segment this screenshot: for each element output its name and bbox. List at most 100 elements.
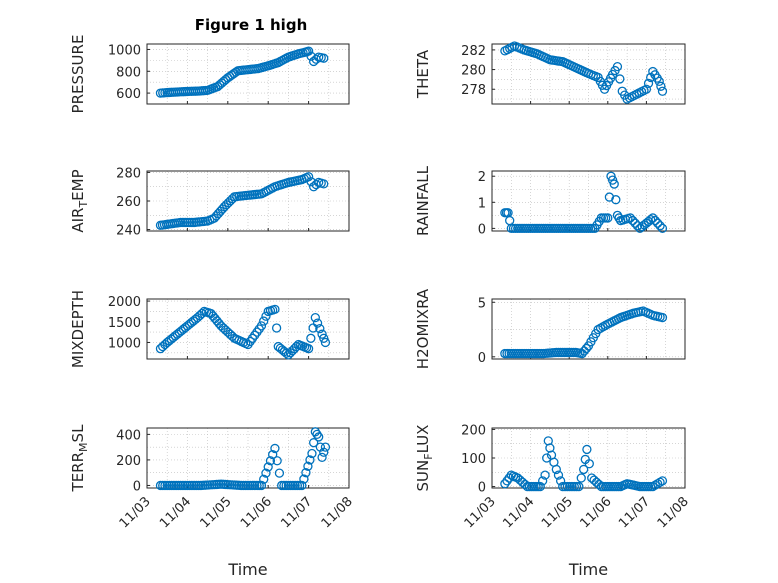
x-tick-label: 11/07 (616, 494, 653, 531)
data-point (657, 86, 668, 96)
y-tick-label: 100 (461, 452, 486, 467)
y-tick-label: 1000 (108, 43, 141, 58)
x-tick-label: 11/04 (157, 494, 194, 531)
data-point (270, 443, 280, 454)
y-tick-label: 0 (478, 222, 486, 237)
data-point (308, 438, 319, 448)
x-tick-label: 11/05 (198, 494, 235, 531)
data-point (657, 476, 668, 486)
y-tick-label: 1000 (108, 336, 141, 351)
data-point (505, 215, 515, 226)
data-point (314, 432, 324, 442)
data-point (303, 46, 314, 56)
data-point (648, 481, 658, 492)
panel-7: 0 200 400 11/03 11/04 11/05 11/06 11/07 11/08 TER… (69, 424, 356, 579)
data-point (259, 316, 269, 326)
y-tick-label: 0 (133, 479, 141, 494)
data-point (657, 312, 668, 323)
data-point (581, 343, 592, 354)
data-point (268, 449, 278, 460)
y-tick-label: 200 (116, 454, 141, 469)
data-point (655, 221, 665, 231)
data-point (609, 179, 619, 189)
y-tick-label: 282 (461, 44, 486, 59)
data-series (500, 436, 668, 492)
y-tick-label: 2 (478, 170, 486, 185)
data-series (155, 172, 329, 230)
x-tick-label: 11/06 (238, 494, 275, 531)
data-point (542, 453, 552, 463)
data-point (551, 464, 561, 475)
y-tick-label: 280 (116, 166, 141, 181)
y-axis-label: TERRMSL (69, 424, 90, 493)
data-point (317, 329, 327, 339)
data-point (303, 344, 314, 354)
data-point (587, 473, 597, 483)
data-point (305, 455, 315, 465)
data-point (655, 477, 665, 487)
panel-1: 600 800 1000 PRESSURE (69, 35, 350, 114)
data-point (265, 456, 276, 466)
data-point (307, 448, 317, 459)
data-point (306, 333, 316, 343)
data-point (641, 84, 652, 94)
data-point (274, 468, 285, 478)
data-point (579, 464, 589, 475)
axes-frame (146, 427, 350, 489)
y-tick-label: 400 (116, 428, 141, 443)
data-point (271, 323, 282, 333)
data-point (315, 324, 325, 334)
data-point (540, 470, 550, 480)
data-point (612, 61, 623, 72)
data-point (297, 480, 307, 491)
data-point (615, 74, 625, 84)
axes-frame (491, 170, 686, 232)
y-tick-label: 278 (461, 83, 486, 98)
data-point (656, 81, 666, 91)
data-point (653, 479, 663, 489)
data-point (261, 468, 271, 478)
data-point (538, 476, 548, 486)
panel-8: 0 100 200 11/03 11/04 11/05 11/06 11/07 11/08 SUN… (414, 423, 692, 579)
data-point (197, 308, 207, 319)
x-axis-label: Time (227, 560, 267, 579)
panel-3: 240 260 280 AIRTEMP (69, 166, 350, 239)
y-tick-label: 280 (461, 64, 486, 79)
y-axis-label: SUNFLUX (414, 425, 435, 492)
x-tick-label: 11/07 (278, 494, 315, 531)
y-tick-label: 600 (116, 87, 141, 102)
panel-6: 0 5 H2OMIXRA (414, 288, 686, 369)
axes-frame (146, 298, 350, 360)
data-point (628, 215, 638, 226)
data-point (535, 481, 545, 492)
data-point (263, 462, 273, 472)
x-tick-label: 11/05 (539, 494, 576, 531)
data-point (555, 476, 566, 486)
data-point (303, 172, 314, 182)
x-tick-label: 11/04 (500, 494, 537, 531)
y-tick-label: 2000 (108, 295, 141, 310)
data-point (657, 223, 668, 234)
axes-frame (491, 43, 686, 105)
x-tick-label: 11/08 (655, 494, 692, 531)
x-axis-label: Time (568, 560, 608, 579)
y-tick-label: 800 (116, 65, 141, 80)
data-point (272, 456, 282, 466)
panel-2: 278 280 282 THETA (414, 41, 686, 105)
data-point (319, 447, 329, 457)
data-series (500, 171, 668, 234)
data-point (520, 479, 530, 490)
data-point (603, 213, 613, 223)
data-point (259, 474, 269, 484)
x-tick-label: 11/03 (117, 494, 154, 531)
data-point (594, 479, 604, 490)
y-axis-label: PRESSURE (69, 35, 87, 114)
data-point (301, 468, 311, 478)
data-point (611, 195, 621, 205)
panel-4: 0 1 2 RAINFALL (414, 165, 686, 237)
data-point (625, 213, 635, 223)
data-point (653, 218, 663, 228)
data-point (319, 53, 329, 63)
y-axis-label: RAINFALL (414, 165, 432, 236)
